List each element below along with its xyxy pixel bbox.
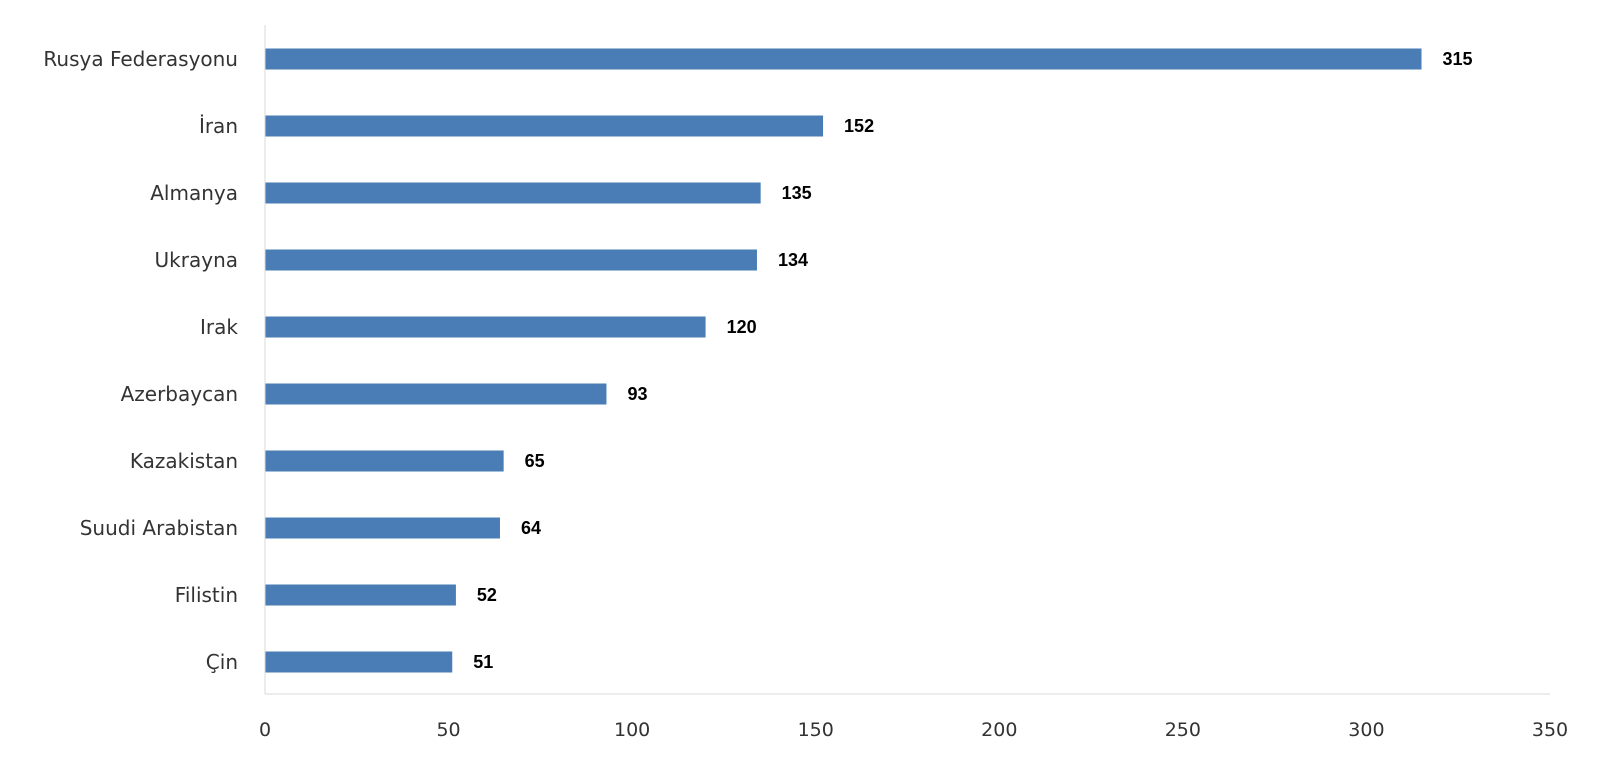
data-label: 52 bbox=[477, 585, 497, 605]
bars-group bbox=[265, 48, 1422, 673]
category-label: Filistin bbox=[175, 583, 238, 607]
bar-4 bbox=[265, 316, 706, 338]
bar-5 bbox=[265, 383, 607, 405]
data-label: 51 bbox=[473, 652, 493, 672]
x-tick-label: 50 bbox=[436, 719, 460, 741]
data-label: 64 bbox=[521, 518, 541, 538]
category-label: Rusya Federasyonu bbox=[43, 47, 238, 71]
category-label: Çin bbox=[206, 650, 238, 674]
data-label: 65 bbox=[525, 451, 545, 471]
bar-0 bbox=[265, 48, 1422, 70]
x-tick-label: 150 bbox=[798, 719, 834, 741]
bar-1 bbox=[265, 115, 824, 137]
bar-3 bbox=[265, 249, 757, 271]
bar-9 bbox=[265, 651, 453, 673]
data-labels-group: 315 152 135 134 120 93 65 64 52 51 bbox=[473, 49, 1472, 672]
category-label: Suudi Arabistan bbox=[80, 516, 238, 540]
x-tick-label: 350 bbox=[1532, 719, 1568, 741]
bar-2 bbox=[265, 182, 761, 204]
data-label: 315 bbox=[1443, 49, 1473, 69]
data-label: 120 bbox=[727, 317, 757, 337]
bar-7 bbox=[265, 517, 500, 539]
bar-8 bbox=[265, 584, 456, 606]
data-label: 93 bbox=[627, 384, 647, 404]
x-tick-label: 250 bbox=[1165, 719, 1201, 741]
category-label: Almanya bbox=[150, 181, 238, 205]
data-label: 152 bbox=[844, 116, 874, 136]
category-label: İran bbox=[199, 114, 238, 138]
category-label: Ukrayna bbox=[155, 248, 238, 272]
x-tick-label: 200 bbox=[981, 719, 1017, 741]
category-label: Kazakistan bbox=[130, 449, 238, 473]
data-label: 135 bbox=[782, 183, 812, 203]
x-tick-label: 100 bbox=[614, 719, 650, 741]
x-tick-label: 0 bbox=[259, 719, 271, 741]
data-label: 134 bbox=[778, 250, 808, 270]
bar-6 bbox=[265, 450, 504, 472]
x-tick-label: 300 bbox=[1348, 719, 1384, 741]
category-label: Irak bbox=[200, 315, 238, 339]
x-tick-labels-group: 0 50 100 150 200 250 300 350 bbox=[259, 719, 1568, 741]
category-labels-group: Rusya Federasyonu İran Almanya Ukrayna Irak A… bbox=[43, 47, 238, 674]
category-label: Azerbaycan bbox=[121, 382, 238, 406]
